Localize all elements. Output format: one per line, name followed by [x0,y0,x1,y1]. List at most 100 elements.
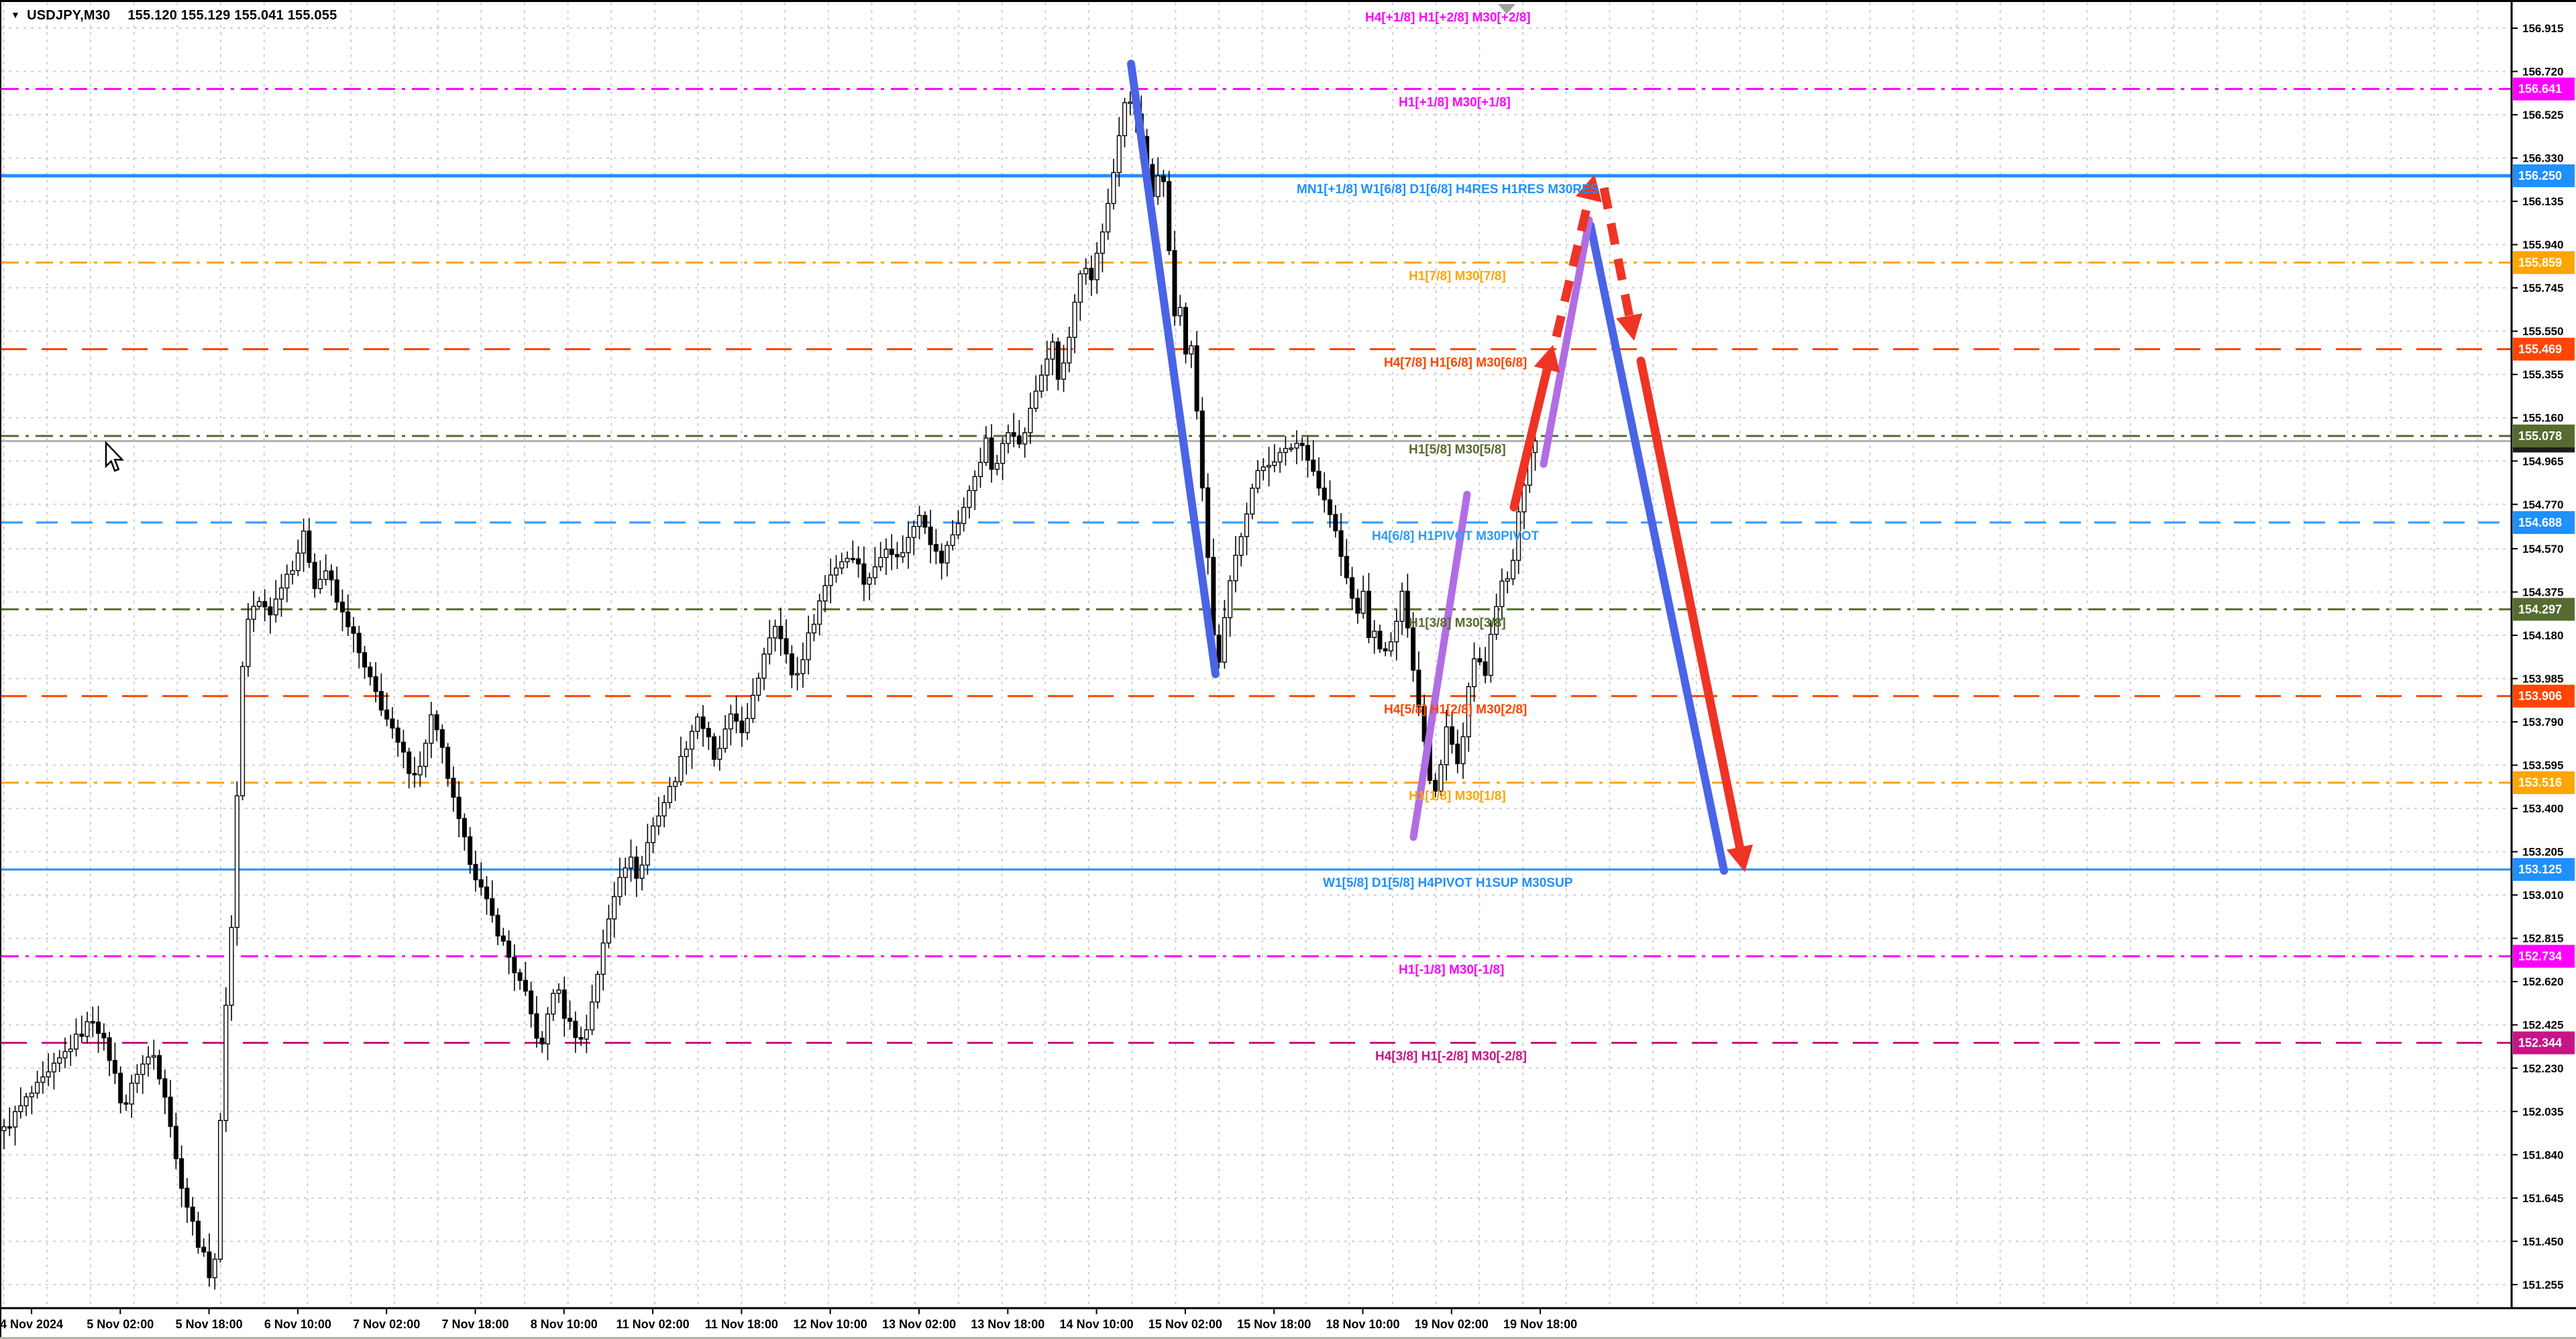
price-tick-label: 156.720 [2522,66,2563,78]
axis-highlight-label: 154.688 [2518,516,2562,529]
axis-highlight-label: 153.516 [2518,776,2562,790]
grid-lines [1,3,2512,1308]
forecast-arrows[interactable] [1509,174,1754,872]
blue-decline-main[interactable] [1127,60,1220,678]
axis-highlight-label: 152.734 [2518,949,2562,963]
time-tick-label: 18 Nov 10:00 [1326,1318,1399,1331]
price-tick-label: 154.570 [2522,543,2563,555]
price-tick-label: 151.840 [2522,1148,2563,1161]
axes-frame [0,2,2576,1309]
axis-highlight-box [2513,771,2575,794]
time-tick-label: 4 Nov 2024 [0,1318,63,1331]
murrey-level-labels: H4[+1/8] H1[+2/8] M30[+2/8] H1[+1/8] M30[… [1297,11,1599,1064]
axis-highlight-label: 155.469 [2518,342,2562,356]
price-tick-label: 155.550 [2522,325,2563,338]
purple-rally-2[interactable] [1540,216,1593,468]
axis-highlight-label: 156.641 [2518,83,2562,96]
red-solid-up-arrow-shaft[interactable] [1509,361,1553,512]
price-tick-label: 151.255 [2522,1279,2563,1291]
time-axis[interactable]: 4 Nov 2024 5 Nov 02:00 5 Nov 18:00 6 Nov 10… [0,1308,1577,1331]
axis-highlight-box [2513,684,2575,708]
level-label: W1[5/8] D1[5/8] H4PIVOT H1SUP M30SUP [1323,876,1573,890]
candlesticks [1,87,1538,1290]
time-tick-label: 12 Nov 10:00 [794,1318,867,1331]
axis-highlight-label: 156.250 [2518,169,2562,182]
axis-highlight-label: 154.297 [2518,602,2562,616]
mouse-cursor-icon [105,440,125,472]
price-tick-label: 153.010 [2522,889,2563,902]
price-tick-label: 155.745 [2522,282,2563,294]
price-tick-label: 156.135 [2522,195,2563,208]
price-tick-label: 154.180 [2522,629,2563,642]
price-tick-label: 156.915 [2522,22,2563,35]
level-label: H4[+1/8] H1[+2/8] M30[+2/8] [1365,11,1531,25]
level-label: H1[3/8] M30[3/8] [1409,616,1506,630]
time-tick-label: 13 Nov 18:00 [971,1318,1044,1331]
price-tick-label: 156.525 [2522,109,2563,121]
red-dashed-up-arrow-shaft[interactable] [1552,194,1594,338]
level-label: H4[6/8] H1PIVOT M30PIVOT [1372,529,1540,543]
price-tick-label: 152.620 [2522,975,2563,988]
level-label: H1[7/8] M30[7/8] [1409,269,1506,283]
level-label: H1[5/8] M30[5/8] [1409,443,1506,457]
price-tick-label: 155.160 [2522,412,2563,425]
price-tick-label: 155.940 [2522,239,2563,252]
window-border-bottom [0,1337,2576,1339]
purple-rally-1[interactable] [1409,490,1471,841]
level-label: H4[3/8] H1[-2/8] M30[-2/8] [1375,1050,1527,1064]
price-tick-label: 153.790 [2522,716,2563,729]
price-tick-label: 152.815 [2522,932,2563,945]
price-tick-label: 152.035 [2522,1106,2563,1118]
time-tick-label: 14 Nov 10:00 [1060,1318,1134,1331]
time-tick-label: 8 Nov 10:00 [531,1318,598,1331]
axis-highlight-label: 155.078 [2518,429,2562,443]
axis-highlight-box [2513,77,2575,101]
symbol-name: USDJPY,M30 [27,8,111,23]
price-tick-label: 154.965 [2522,455,2563,468]
price-tick-label: 156.330 [2522,152,2563,165]
price-axis[interactable]: 156.915 156.720 156.525 156.330 156.135 155.9… [2512,22,2575,1291]
axis-highlight-box [2513,945,2575,968]
price-tick-label: 154.375 [2522,586,2563,598]
time-tick-label: 5 Nov 02:00 [87,1318,154,1331]
time-tick-label: 6 Nov 10:00 [264,1318,331,1331]
time-tick-label: 7 Nov 02:00 [353,1318,420,1331]
symbol-ohlc-values: 155.120 155.129 155.041 155.055 [127,8,337,23]
price-tick-label: 153.595 [2522,759,2563,772]
red-solid-down-arrow-head [1726,844,1754,872]
trend-lines[interactable] [1127,60,1728,875]
level-label: H4[7/8] H1[6/8] M30[6/8] [1384,356,1527,370]
axis-highlight-box [2513,598,2575,621]
level-label: MN1[+1/8] W1[6/8] D1[6/8] H4RES H1RES M3… [1297,182,1599,197]
murrey-level-lines [1,88,2512,1045]
price-tick-label: 153.985 [2522,673,2563,686]
blue-decline-forecast[interactable] [1587,221,1728,875]
level-label: H1[+1/8] M30[+1/8] [1399,96,1511,110]
axis-highlight-label: 155.859 [2518,256,2562,269]
level-label: H1[-1/8] M30[-1/8] [1399,963,1504,977]
price-tick-label: 153.400 [2522,802,2563,815]
axis-highlight-box [2513,1031,2575,1055]
time-tick-label: 11 Nov 18:00 [705,1318,778,1331]
red-dashed-down-arrow-shaft[interactable] [1599,186,1635,321]
window-border-left [0,0,1,1339]
price-tick-label: 152.425 [2522,1019,2563,1032]
level-label: H4[5/8] H1[2/8] M30[2/8] [1384,703,1527,717]
axis-highlight-label: 152.344 [2518,1036,2562,1050]
price-tick-label: 154.770 [2522,498,2563,511]
time-tick-label: 13 Nov 02:00 [882,1318,956,1331]
time-tick-label: 5 Nov 18:00 [176,1318,243,1331]
red-solid-down-arrow-shaft[interactable] [1636,356,1746,856]
red-dashed-up-arrow-head [1575,174,1602,203]
time-tick-label: 19 Nov 02:00 [1415,1318,1489,1331]
symbol-header: ▼ USDJPY,M30 155.120 155.129 155.041 155.0… [11,8,337,23]
chart-shift-marker-icon[interactable] [1498,4,1515,14]
price-tick-label: 152.230 [2522,1062,2563,1075]
price-tick-label: 151.645 [2522,1192,2563,1205]
symbol-dropdown-icon[interactable]: ▼ [11,9,21,20]
axis-highlight-box [2513,251,2575,274]
red-dashed-down-arrow-head [1616,313,1643,341]
window-border-top [0,0,2576,2]
